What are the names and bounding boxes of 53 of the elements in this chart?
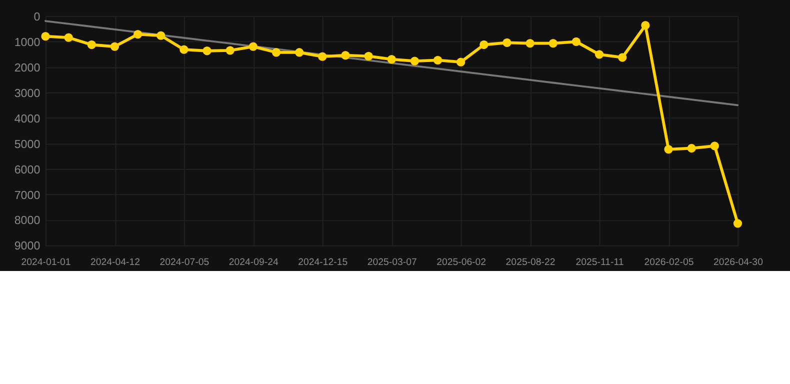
point — [572, 37, 581, 46]
point — [710, 142, 719, 150]
x-tick-label: 2025-03-07 — [367, 257, 417, 268]
line-series — [44, 20, 739, 106]
y-tick-label: 6000 — [14, 163, 40, 176]
point — [548, 39, 558, 48]
y-tick-label: 5000 — [14, 138, 40, 151]
point — [733, 219, 742, 228]
point — [341, 51, 350, 60]
point — [294, 48, 304, 57]
x-tick-label: 2024-01-01 — [21, 257, 71, 268]
point — [664, 144, 673, 154]
point — [641, 21, 650, 30]
x-tick-label: 2025-11-11 — [576, 257, 624, 268]
point — [456, 58, 466, 66]
point — [480, 40, 488, 50]
y-tick-label: 4000 — [14, 112, 40, 126]
point — [410, 56, 420, 66]
point — [202, 46, 212, 56]
y-tick-label: 1000 — [14, 36, 40, 49]
y-tick-label: 3000 — [14, 86, 40, 100]
point — [618, 53, 627, 62]
point — [526, 39, 534, 48]
point — [502, 38, 512, 48]
point — [318, 52, 327, 61]
x-tick-label: 2026-04-30 — [713, 257, 763, 268]
y-tick-label: 2000 — [14, 61, 40, 74]
x-tick-label: 2024-12-15 — [298, 257, 348, 268]
point — [272, 48, 281, 57]
x-tick-label: 2025-08-22 — [506, 257, 556, 268]
point — [387, 54, 396, 64]
point — [110, 42, 120, 51]
x-tick-label: 2026-02-05 — [644, 257, 694, 268]
point — [226, 46, 234, 55]
point — [156, 31, 166, 40]
y-tick-label: 0 — [34, 10, 40, 24]
y-tick-label: 8000 — [14, 214, 40, 228]
point — [687, 144, 696, 153]
x-tick-label: 2025-06-02 — [436, 257, 486, 268]
point — [133, 30, 142, 39]
point — [433, 56, 442, 64]
point — [41, 32, 50, 41]
point — [248, 42, 258, 51]
point — [180, 45, 188, 54]
x-tick-label: 2024-07-05 — [160, 257, 210, 268]
y-tick-label: 7000 — [14, 188, 40, 202]
point — [594, 50, 604, 59]
x-tick-label: 2024-04-12 — [90, 257, 140, 268]
point — [64, 33, 73, 42]
x-tick-label: 2024-09-24 — [228, 257, 280, 268]
y-tick-label: 9000 — [14, 240, 40, 253]
point — [364, 52, 373, 61]
point — [87, 40, 96, 50]
